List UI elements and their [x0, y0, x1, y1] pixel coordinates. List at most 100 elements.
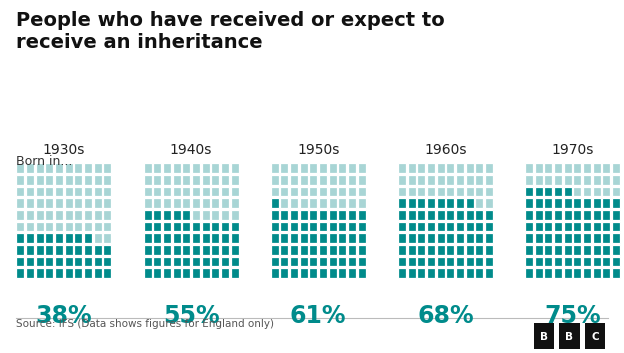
Bar: [182, 198, 190, 208]
Bar: [231, 233, 238, 243]
Bar: [310, 268, 318, 278]
Bar: [338, 210, 346, 220]
Bar: [427, 257, 435, 266]
Bar: [525, 210, 533, 220]
Bar: [182, 257, 190, 266]
Bar: [290, 257, 298, 266]
Bar: [55, 268, 63, 278]
Bar: [398, 222, 406, 231]
Bar: [46, 175, 54, 185]
Bar: [583, 187, 591, 196]
Bar: [65, 233, 73, 243]
Bar: [182, 222, 190, 231]
Bar: [612, 175, 620, 185]
Bar: [212, 187, 219, 196]
Bar: [593, 175, 601, 185]
Bar: [593, 210, 601, 220]
Bar: [583, 268, 591, 278]
Bar: [84, 233, 92, 243]
Bar: [563, 198, 572, 208]
Bar: [427, 210, 435, 220]
Bar: [525, 187, 533, 196]
Bar: [573, 245, 582, 255]
Bar: [602, 233, 610, 243]
Bar: [16, 268, 24, 278]
Bar: [583, 198, 591, 208]
Bar: [612, 257, 620, 266]
Bar: [310, 222, 318, 231]
Bar: [84, 257, 92, 266]
Bar: [437, 245, 444, 255]
Bar: [192, 163, 200, 173]
Bar: [163, 210, 171, 220]
Bar: [329, 257, 337, 266]
Bar: [16, 233, 24, 243]
Bar: [104, 187, 112, 196]
Bar: [348, 198, 356, 208]
Bar: [271, 245, 279, 255]
Bar: [573, 187, 582, 196]
Bar: [485, 257, 493, 266]
Bar: [300, 257, 308, 266]
Bar: [544, 268, 552, 278]
Bar: [173, 233, 180, 243]
Bar: [583, 257, 591, 266]
Bar: [192, 257, 200, 266]
Bar: [202, 163, 210, 173]
Bar: [300, 245, 308, 255]
Bar: [280, 245, 288, 255]
Bar: [544, 198, 552, 208]
Bar: [290, 175, 298, 185]
Bar: [182, 233, 190, 243]
Bar: [407, 233, 416, 243]
Bar: [544, 245, 552, 255]
Bar: [84, 175, 92, 185]
Bar: [271, 163, 279, 173]
Bar: [358, 245, 366, 255]
Bar: [348, 257, 356, 266]
Bar: [290, 198, 298, 208]
Bar: [554, 245, 562, 255]
Text: 75%: 75%: [544, 304, 601, 328]
Bar: [348, 210, 356, 220]
Bar: [485, 210, 493, 220]
Bar: [407, 222, 416, 231]
Bar: [74, 245, 82, 255]
Bar: [563, 175, 572, 185]
Bar: [338, 233, 346, 243]
Bar: [612, 268, 620, 278]
Bar: [154, 210, 161, 220]
Bar: [593, 268, 601, 278]
Bar: [417, 268, 425, 278]
Bar: [338, 257, 346, 266]
Bar: [231, 257, 238, 266]
Bar: [338, 163, 346, 173]
Bar: [563, 163, 572, 173]
Bar: [446, 257, 454, 266]
Bar: [427, 222, 435, 231]
Bar: [74, 210, 82, 220]
Bar: [475, 257, 483, 266]
Bar: [280, 268, 288, 278]
Bar: [612, 198, 620, 208]
Bar: [163, 245, 171, 255]
Bar: [46, 163, 54, 173]
Bar: [74, 257, 82, 266]
Bar: [544, 187, 552, 196]
Bar: [593, 222, 601, 231]
Bar: [173, 210, 180, 220]
Bar: [466, 187, 474, 196]
Bar: [446, 210, 454, 220]
Bar: [94, 222, 102, 231]
Bar: [94, 175, 102, 185]
Bar: [182, 187, 190, 196]
Bar: [144, 187, 152, 196]
Bar: [221, 245, 229, 255]
Bar: [573, 268, 582, 278]
Bar: [36, 268, 44, 278]
Bar: [46, 198, 54, 208]
Bar: [231, 163, 238, 173]
Bar: [329, 222, 337, 231]
Bar: [437, 163, 444, 173]
Bar: [338, 222, 346, 231]
